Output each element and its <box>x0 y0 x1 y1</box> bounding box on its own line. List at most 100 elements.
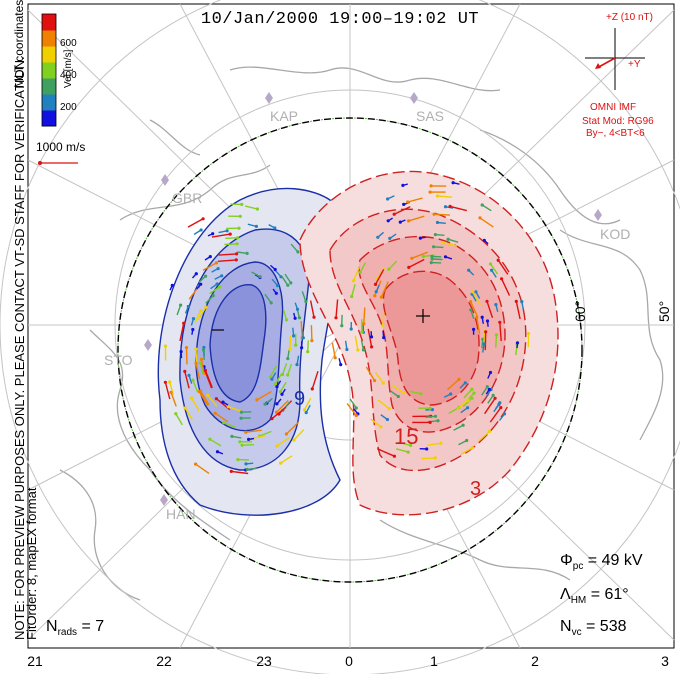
velocity-vector-origin <box>239 416 243 420</box>
velocity-vectors <box>163 181 531 475</box>
velocity-vector <box>407 197 423 203</box>
velocity-vector <box>421 457 436 460</box>
velocity-vector-origin <box>211 294 215 298</box>
velocity-vector-origin <box>396 394 400 399</box>
velocity-vector <box>204 370 213 388</box>
velocity-vector-origin <box>356 348 360 352</box>
velocity-vector-origin <box>439 441 443 445</box>
velocity-vector-origin <box>488 262 493 266</box>
velocity-vector-origin <box>206 393 210 397</box>
velocity-vector <box>281 363 288 375</box>
velocity-vector-origin <box>234 258 238 262</box>
velocity-vector-origin <box>199 357 203 361</box>
velocity-vector-origin <box>296 250 300 254</box>
velocity-vector-origin <box>211 232 215 236</box>
velocity-vector-origin <box>482 342 486 346</box>
velocity-vector-origin <box>240 202 244 206</box>
velocity-vector <box>202 349 205 361</box>
velocity-vector-origin <box>470 446 474 450</box>
velocity-vector-origin <box>374 290 378 294</box>
velocity-vector-origin <box>419 392 423 396</box>
velocity-vector-origin <box>480 315 484 319</box>
velocity-vector <box>310 325 313 341</box>
velocity-vector-origin <box>286 283 290 287</box>
velocity-vector-origin <box>273 267 277 272</box>
velocity-vector <box>478 430 491 442</box>
velocity-vector-origin <box>436 419 440 423</box>
velocity-vector <box>209 438 222 447</box>
velocity-vector-origin <box>435 220 440 225</box>
velocity-vector <box>209 286 220 295</box>
velocity-vector-origin <box>446 237 450 241</box>
velocity-vector <box>205 295 214 304</box>
velocity-vector-origin <box>235 252 239 256</box>
velocity-vector <box>241 444 255 446</box>
velocity-vector-origin <box>493 396 497 400</box>
velocity-vector-origin <box>470 387 474 391</box>
colorbar-segment <box>42 110 56 127</box>
mlt-label-22: 22 <box>156 653 172 669</box>
velocity-vector-origin <box>494 333 498 337</box>
velocity-vector-origin <box>433 456 437 460</box>
velocity-vector-origin <box>480 203 484 207</box>
velocity-vector <box>279 381 287 393</box>
velocity-vector <box>217 259 237 262</box>
velocity-vector <box>245 429 262 433</box>
velocity-vector-origin <box>428 406 432 410</box>
velocity-vector-origin <box>245 251 249 255</box>
velocity-vector-origin <box>514 299 518 303</box>
velocity-vector <box>447 378 460 391</box>
contour-label-9: 9 <box>294 388 306 410</box>
velocity-vector-origin <box>216 267 220 271</box>
velocity-vector-origin <box>183 369 187 373</box>
velocity-vector <box>484 397 496 415</box>
velocity-vector <box>462 397 473 408</box>
colorbar-title: Vel [m/s] <box>63 49 74 88</box>
velocity-vector <box>391 384 405 394</box>
velocity-vector-origin <box>255 207 259 211</box>
velocity-vector <box>469 301 479 318</box>
velocity-vector <box>370 418 382 428</box>
velocity-vector-origin <box>215 282 219 286</box>
velocity-vector-origin <box>515 341 520 345</box>
velocity-vector-origin <box>202 345 206 350</box>
velocity-vector <box>244 205 258 210</box>
velocity-vector-origin <box>381 381 385 385</box>
velocity-vector-origin <box>474 290 478 294</box>
velocity-vector <box>449 205 467 212</box>
velocity-vector <box>437 195 453 198</box>
velocity-vector <box>460 447 473 455</box>
velocity-vector-origin <box>392 212 396 216</box>
velocity-vector-origin <box>306 350 310 354</box>
velocity-vector-origin <box>463 381 467 385</box>
velocity-vector-origin <box>235 242 239 246</box>
velocity-vector-origin <box>294 343 298 347</box>
imf-z-label: +Z (10 nT) <box>606 12 653 23</box>
velocity-vector <box>360 339 365 351</box>
scale-vector-label: 1000 m/s <box>36 140 86 154</box>
latitude-label-60: 60° <box>572 300 588 322</box>
velocity-vector <box>175 413 183 426</box>
velocity-vector-origin <box>273 226 277 230</box>
velocity-vector-origin <box>373 282 378 286</box>
velocity-vector-origin <box>340 324 344 328</box>
velocity-vector-origin <box>435 194 439 198</box>
velocity-vector-origin <box>382 336 386 340</box>
velocity-vector-origin <box>421 254 425 259</box>
velocity-vector-origin <box>354 406 358 410</box>
velocity-vector <box>224 243 238 246</box>
velocity-vector <box>425 415 436 418</box>
velocity-vector <box>382 311 385 326</box>
velocity-vector-origin <box>214 261 219 265</box>
velocity-vector <box>287 363 293 376</box>
velocity-vector-origin <box>194 347 198 351</box>
velocity-vector-origin <box>429 184 433 188</box>
velocity-vector-origin <box>488 429 492 433</box>
imf-dial <box>585 28 645 90</box>
velocity-vector-origin <box>461 423 465 427</box>
velocity-vector-origin <box>169 390 173 394</box>
velocity-vector-origin <box>221 400 225 404</box>
velocity-vector-origin <box>334 316 338 320</box>
velocity-vector <box>199 362 204 375</box>
colorbar-segment <box>42 94 56 111</box>
